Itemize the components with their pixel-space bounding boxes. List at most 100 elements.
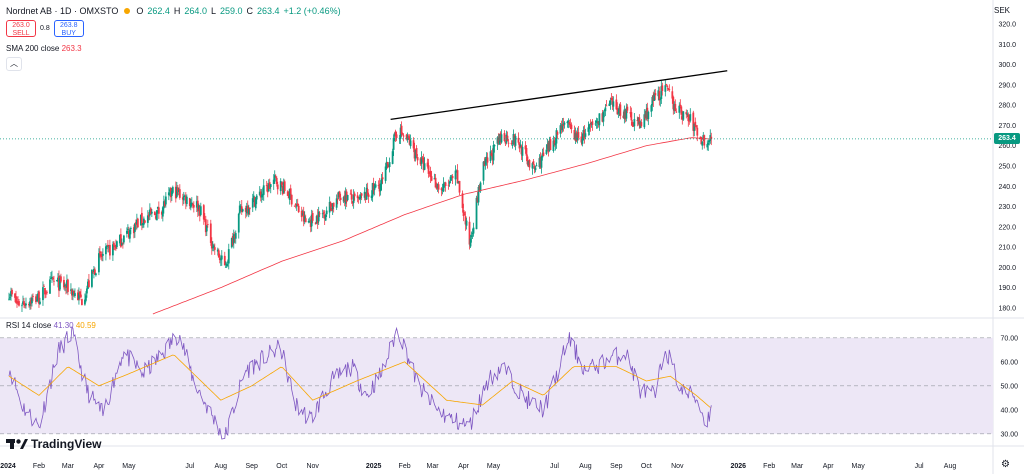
candle: [574, 127, 577, 145]
candle: [206, 219, 209, 228]
candle: [463, 211, 466, 216]
candle-body: [577, 132, 580, 138]
candle: [16, 296, 18, 308]
candle-body: [486, 157, 489, 163]
candle-body: [451, 176, 454, 179]
candle-body: [9, 297, 11, 299]
candle-body: [673, 103, 676, 111]
candle: [517, 132, 520, 145]
candle-body: [258, 191, 261, 195]
candle: [483, 157, 486, 167]
candle-body: [324, 215, 327, 221]
candle: [67, 278, 69, 296]
candle: [189, 198, 192, 211]
candle: [227, 243, 230, 270]
candle-body: [211, 247, 214, 248]
candle: [689, 108, 692, 123]
candle: [24, 303, 26, 309]
candle-body: [413, 148, 416, 159]
candle: [615, 94, 618, 110]
price-axis-tick-label: 240.0: [998, 184, 1016, 191]
candle-body: [700, 137, 703, 145]
brand-name: TradingView: [31, 437, 102, 451]
candle: [423, 156, 426, 171]
candle-body: [581, 138, 584, 144]
candle-body: [337, 191, 340, 198]
candle-body: [30, 299, 32, 304]
candle: [46, 290, 48, 295]
candle-body: [112, 242, 115, 246]
tradingview-logo[interactable]: TradingView: [6, 437, 101, 451]
candle-body: [388, 162, 391, 168]
candle: [259, 188, 262, 202]
settings-gear-icon[interactable]: ⚙: [1001, 459, 1010, 470]
candle: [218, 253, 221, 264]
candle: [636, 116, 639, 127]
candle-body: [230, 238, 233, 248]
high-key: H: [173, 6, 181, 16]
candle: [244, 205, 247, 219]
candle: [547, 140, 550, 157]
candle-body: [237, 213, 240, 233]
rsi-ma-line: [8, 354, 711, 408]
time-axis-tick-label: Mar: [62, 463, 75, 470]
candle: [129, 226, 132, 235]
candle-body: [654, 93, 657, 96]
candle-body: [196, 200, 199, 212]
candle: [226, 259, 229, 267]
candle: [21, 303, 23, 312]
candle-body: [349, 193, 352, 195]
candle: [442, 177, 445, 193]
candle-body: [266, 185, 269, 193]
candle: [448, 180, 451, 187]
candle: [696, 125, 699, 142]
candle-body: [456, 170, 459, 184]
candle: [168, 187, 171, 197]
candle: [240, 199, 243, 215]
currency-label[interactable]: SEK: [994, 6, 1011, 15]
candle-body: [618, 106, 621, 114]
candle-body: [534, 167, 537, 171]
rsi-label: RSI 14 close: [6, 321, 52, 330]
candle-body: [379, 183, 382, 192]
collapse-legend-icon[interactable]: ︿: [6, 57, 22, 71]
candle: [8, 292, 10, 301]
candle: [659, 97, 662, 107]
candle: [30, 296, 32, 310]
price-axis-tick-label: 190.0: [998, 285, 1016, 292]
price-axis-tick-label: 320.0: [998, 22, 1016, 29]
candle-body: [632, 123, 635, 127]
candle: [373, 183, 376, 196]
candle-body: [491, 153, 494, 160]
candle-body: [60, 276, 62, 282]
sell-button[interactable]: 263.0 SELL: [6, 20, 36, 37]
buy-button[interactable]: 263.8 BUY: [53, 20, 84, 37]
candle-body: [262, 185, 265, 195]
candle: [538, 154, 541, 169]
candle: [126, 224, 129, 234]
sma-legend[interactable]: SMA 200 close 263.3: [6, 44, 82, 53]
candle: [374, 181, 377, 188]
candle: [36, 294, 38, 302]
candle-body: [223, 255, 226, 266]
candle-body: [395, 134, 398, 138]
candle: [597, 120, 600, 128]
candle: [412, 137, 415, 153]
candle: [247, 204, 250, 218]
candle: [584, 128, 587, 140]
candle: [617, 108, 620, 118]
candle-body: [359, 194, 362, 199]
candle: [513, 133, 516, 148]
candle-body: [289, 188, 292, 194]
candle: [415, 145, 418, 158]
symbol-title[interactable]: Nordnet AB · 1D · OMXSTO: [6, 6, 119, 16]
candle-body: [574, 132, 577, 139]
candle-body: [540, 156, 543, 168]
time-axis-tick-label: Sep: [610, 463, 623, 470]
candle-body: [206, 224, 209, 225]
candle: [311, 210, 314, 224]
rsi-legend[interactable]: RSI 14 close 41.30 40.59: [6, 321, 96, 330]
candle: [535, 162, 538, 167]
candle: [623, 105, 626, 124]
